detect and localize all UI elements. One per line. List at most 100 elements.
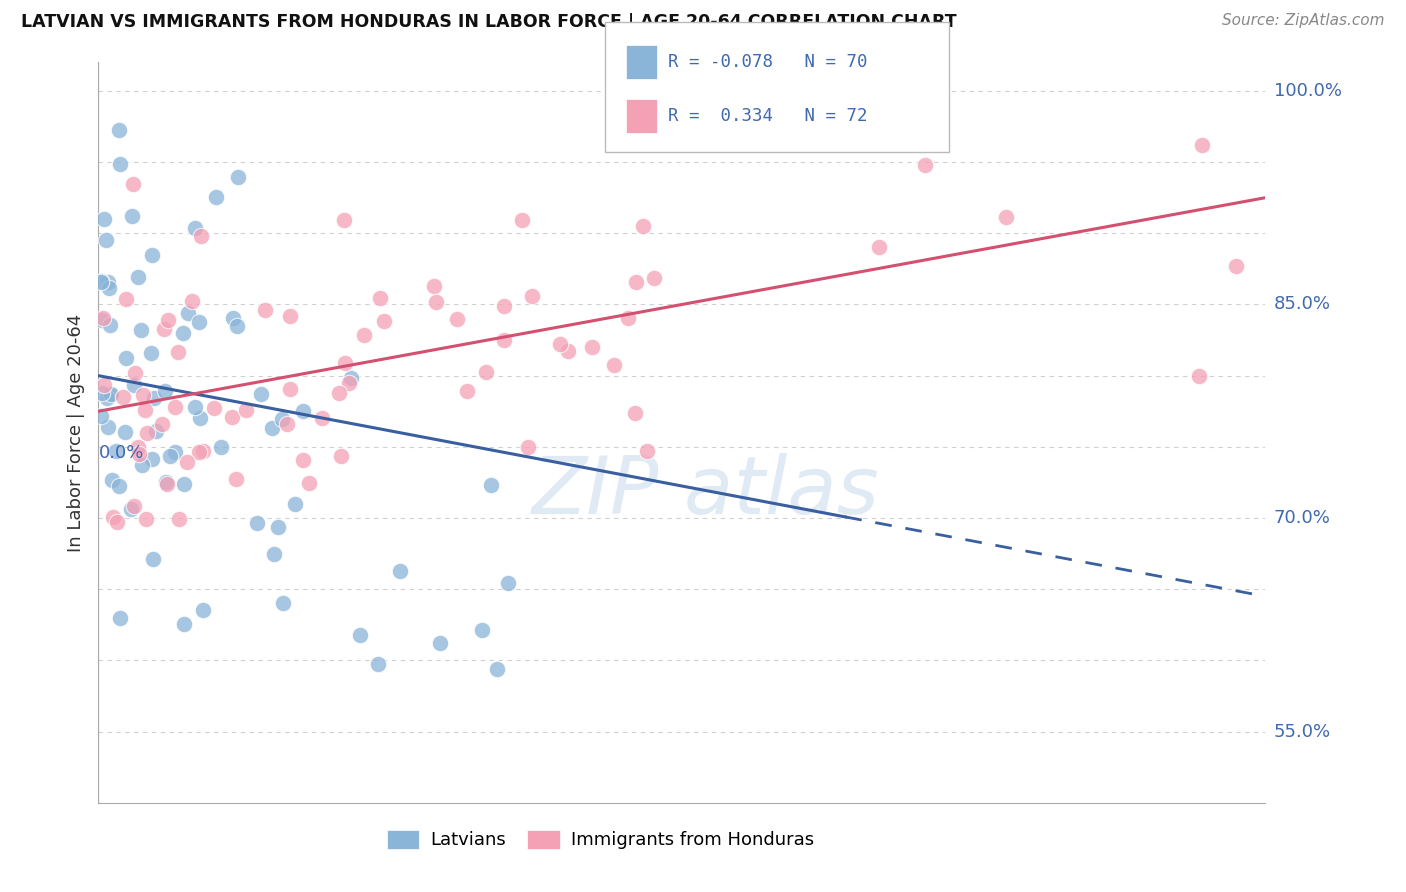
Point	[475, 365, 498, 379]
Point	[165, 444, 187, 458]
Point	[190, 229, 212, 244]
Point	[172, 326, 194, 340]
Point	[328, 385, 350, 400]
Point	[173, 617, 195, 632]
Point	[156, 476, 179, 491]
Point	[260, 421, 283, 435]
Point	[100, 386, 122, 401]
Point	[557, 344, 579, 359]
Point	[235, 403, 257, 417]
Point	[176, 455, 198, 469]
Point	[226, 318, 249, 333]
Point	[90, 409, 112, 424]
Point	[868, 239, 890, 253]
Point	[115, 293, 138, 307]
Point	[471, 623, 494, 637]
Point	[339, 371, 361, 385]
Point	[124, 366, 146, 380]
Point	[188, 444, 211, 458]
Point	[93, 310, 115, 325]
Point	[153, 322, 176, 336]
Point	[108, 157, 131, 171]
Point	[624, 275, 647, 289]
Point	[122, 177, 145, 191]
Text: ZIP atlas: ZIP atlas	[531, 453, 879, 531]
Text: LATVIAN VS IMMIGRANTS FROM HONDURAS IN LABOR FORCE | AGE 20-64 CORRELATION CHART: LATVIAN VS IMMIGRANTS FROM HONDURAS IN L…	[21, 13, 956, 31]
Text: R =  0.334   N = 72: R = 0.334 N = 72	[668, 107, 868, 125]
Point	[139, 346, 162, 360]
Point	[510, 213, 533, 227]
Point	[167, 512, 190, 526]
Point	[353, 328, 375, 343]
Point	[122, 377, 145, 392]
Point	[276, 417, 298, 431]
Point	[548, 336, 571, 351]
Point	[155, 475, 177, 489]
Point	[333, 212, 356, 227]
Point	[184, 220, 207, 235]
Point	[93, 378, 115, 392]
Point	[367, 657, 389, 672]
Point	[120, 502, 142, 516]
Point	[122, 500, 145, 514]
Point	[98, 281, 121, 295]
Point	[96, 391, 118, 405]
Point	[456, 384, 478, 399]
Point	[107, 478, 129, 492]
Point	[339, 376, 361, 390]
Point	[141, 248, 163, 262]
Point	[156, 313, 179, 327]
Point	[129, 323, 152, 337]
Point	[492, 299, 515, 313]
Point	[97, 275, 120, 289]
Point	[98, 318, 121, 332]
Point	[496, 576, 519, 591]
Point	[131, 458, 153, 472]
Legend: Latvians, Immigrants from Honduras: Latvians, Immigrants from Honduras	[380, 823, 821, 856]
Point	[263, 547, 285, 561]
Text: 55.0%: 55.0%	[1274, 723, 1331, 740]
Point	[271, 596, 294, 610]
Point	[266, 520, 288, 534]
Point	[494, 333, 516, 347]
Point	[127, 270, 149, 285]
Point	[250, 387, 273, 401]
Point	[91, 386, 114, 401]
Point	[486, 662, 509, 676]
Point	[278, 382, 301, 396]
Point	[633, 219, 655, 233]
Point	[104, 443, 127, 458]
Text: 85.0%: 85.0%	[1274, 295, 1330, 313]
Point	[517, 440, 540, 454]
Point	[602, 358, 624, 372]
Point	[142, 552, 165, 566]
Point	[134, 403, 156, 417]
Point	[114, 351, 136, 365]
Point	[127, 440, 149, 454]
Text: 70.0%: 70.0%	[1274, 509, 1330, 527]
Point	[995, 210, 1018, 224]
Point	[97, 420, 120, 434]
Point	[153, 384, 176, 399]
Point	[98, 388, 121, 402]
Point	[389, 564, 412, 578]
Point	[423, 279, 446, 293]
Point	[141, 452, 163, 467]
Point	[131, 387, 153, 401]
Text: 0.0%: 0.0%	[98, 443, 143, 462]
Point	[429, 636, 451, 650]
Point	[1188, 368, 1211, 383]
Point	[914, 158, 936, 172]
Point	[225, 472, 247, 486]
Point	[142, 391, 165, 405]
Point	[204, 190, 226, 204]
Y-axis label: In Labor Force | Age 20-64: In Labor Force | Age 20-64	[66, 313, 84, 552]
Point	[330, 449, 353, 463]
Point	[166, 345, 188, 359]
Point	[101, 510, 124, 524]
Point	[209, 440, 232, 454]
Point	[311, 411, 333, 425]
Point	[373, 314, 395, 328]
Point	[128, 447, 150, 461]
Point	[253, 302, 276, 317]
